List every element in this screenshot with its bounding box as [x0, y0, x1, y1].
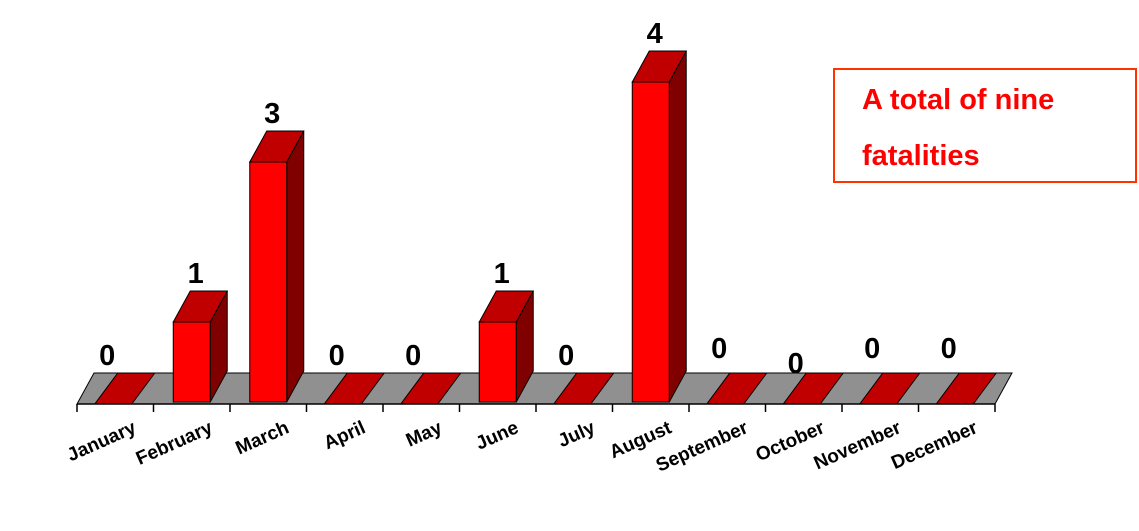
annotation-line-2: fatalities	[862, 140, 980, 172]
tick-label-december: December	[888, 417, 981, 474]
data-label-july: 0	[558, 340, 574, 372]
tick-label-february: February	[133, 417, 216, 469]
data-labels: 0 1 3 0 0 1 0 4 0 0 0 0	[99, 18, 957, 380]
data-label-september: 0	[711, 333, 727, 365]
tick-label-june: June	[473, 417, 522, 454]
bar-side	[286, 130, 305, 403]
bar-side	[668, 50, 687, 403]
annotation-box: A total of nine fatalities	[833, 68, 1137, 183]
data-label-december: 0	[941, 333, 957, 365]
bar-august	[631, 50, 688, 403]
data-label-august: 4	[647, 18, 663, 50]
tick-label-april: April	[321, 417, 369, 454]
chart-bars	[93, 50, 998, 405]
data-label-november: 0	[864, 333, 880, 365]
bar-front	[172, 321, 211, 403]
bar-front	[631, 81, 670, 403]
data-label-march: 3	[264, 98, 280, 130]
data-label-april: 0	[329, 340, 345, 372]
tick-label-march: March	[233, 417, 293, 459]
bar-june	[478, 290, 535, 403]
data-label-october: 0	[788, 348, 804, 380]
bar-february	[172, 290, 229, 403]
bar-front	[478, 321, 517, 403]
bar-front	[249, 161, 288, 403]
tick-label-november: November	[811, 417, 905, 474]
tick-label-july: July	[555, 417, 599, 452]
data-label-january: 0	[99, 340, 115, 372]
x-axis	[76, 403, 996, 412]
tick-label-may: May	[403, 417, 446, 451]
data-label-may: 0	[405, 340, 421, 372]
data-label-february: 1	[188, 258, 204, 290]
annotation-line-1: A total of nine	[862, 84, 1055, 116]
tick-label-january: January	[64, 417, 140, 466]
bar-march	[248, 130, 305, 403]
data-label-june: 1	[494, 258, 510, 290]
